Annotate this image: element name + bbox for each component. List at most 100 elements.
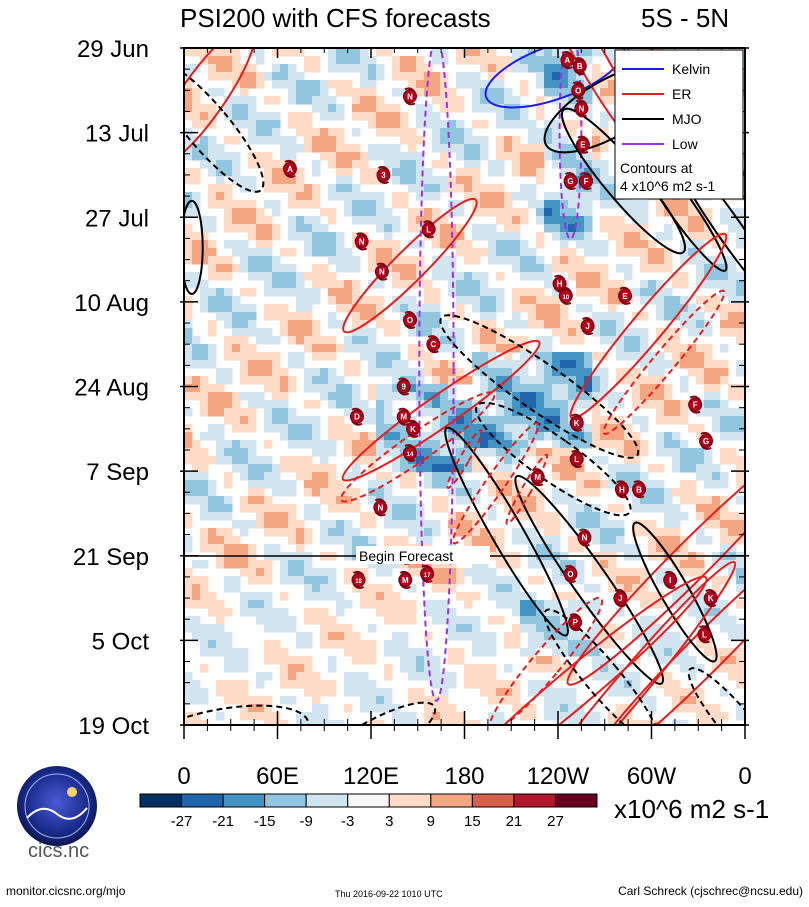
- field-cell: [528, 304, 537, 313]
- field-cell: [704, 536, 713, 545]
- field-cell: [192, 688, 201, 697]
- field-cell: [696, 512, 705, 521]
- field-cell: [328, 584, 337, 593]
- field-cell: [192, 576, 201, 585]
- field-cell: [560, 424, 569, 433]
- field-cell: [312, 592, 321, 601]
- field-cell: [520, 304, 529, 313]
- field-cell: [592, 672, 601, 681]
- field-cell: [352, 528, 361, 537]
- field-cell: [184, 240, 193, 249]
- field-cell: [184, 688, 193, 697]
- field-cell: [600, 672, 609, 681]
- field-cell: [288, 80, 297, 89]
- field-cell: [280, 480, 289, 489]
- field-cell: [320, 336, 329, 345]
- field-cell: [536, 448, 545, 457]
- field-cell: [248, 568, 257, 577]
- field-cell: [472, 208, 481, 217]
- field-cell: [520, 376, 529, 385]
- field-cell: [656, 496, 665, 505]
- field-cell: [376, 104, 385, 113]
- field-cell: [528, 632, 537, 641]
- tc-marker-dot: [569, 452, 584, 467]
- field-cell: [280, 720, 289, 725]
- field-cell: [368, 624, 377, 633]
- field-cell: [216, 368, 225, 377]
- field-cell: [440, 336, 449, 345]
- field-cell: [312, 280, 321, 289]
- field-cell: [272, 520, 281, 529]
- field-cell: [192, 248, 201, 257]
- tc-marker: N: [373, 498, 388, 517]
- field-cell: [440, 560, 449, 569]
- field-cell: [520, 208, 529, 217]
- field-cell: [248, 424, 257, 433]
- field-cell: [488, 248, 497, 257]
- field-cell: [512, 64, 521, 73]
- field-cell: [720, 664, 729, 673]
- field-cell: [264, 280, 273, 289]
- tc-marker: O: [571, 81, 586, 100]
- field-cell: [248, 80, 257, 89]
- field-cell: [448, 616, 457, 625]
- field-cell: [440, 480, 449, 489]
- field-cell: [704, 496, 713, 505]
- field-cell: [624, 376, 633, 385]
- field-cell: [488, 328, 497, 337]
- field-cell: [408, 648, 417, 657]
- field-cell: [640, 208, 649, 217]
- field-cell: [336, 536, 345, 545]
- field-cell: [440, 144, 449, 153]
- field-cell: [216, 392, 225, 401]
- field-cell: [216, 304, 225, 313]
- field-cell: [312, 696, 321, 705]
- field-cell: [368, 208, 377, 217]
- field-cell: [312, 432, 321, 441]
- field-cell: [248, 176, 257, 185]
- field-cell: [728, 328, 737, 337]
- field-cell: [616, 232, 625, 241]
- field-cell: [256, 592, 265, 601]
- field-cell: [656, 504, 665, 513]
- field-cell: [264, 440, 273, 449]
- field-cell: [208, 152, 217, 161]
- field-cell: [576, 288, 585, 297]
- field-cell: [480, 432, 489, 441]
- field-cell: [304, 144, 313, 153]
- field-cell: [448, 632, 457, 641]
- field-cell: [360, 456, 369, 465]
- field-cell: [488, 96, 497, 105]
- field-cell: [376, 368, 385, 377]
- field-cell: [224, 680, 233, 689]
- field-cell: [688, 480, 697, 489]
- field-cell: [472, 720, 481, 725]
- field-cell: [720, 304, 729, 313]
- footer-url[interactable]: monitor.cicsnc.org/mjo: [6, 884, 126, 898]
- tc-marker: D: [349, 407, 364, 426]
- field-cell: [600, 640, 609, 649]
- field-cell: [352, 464, 361, 473]
- field-cell: [384, 392, 393, 401]
- field-cell: [528, 488, 537, 497]
- field-cell: [432, 568, 441, 577]
- field-cell: [296, 536, 305, 545]
- field-cell: [304, 312, 313, 321]
- field-cell: [384, 488, 393, 497]
- field-cell: [536, 344, 545, 353]
- field-cell: [232, 152, 241, 161]
- field-cell: [512, 416, 521, 425]
- field-cell: [280, 304, 289, 313]
- field-cell: [600, 112, 609, 121]
- field-cell: [688, 224, 697, 233]
- field-cell: [208, 240, 217, 249]
- field-cell: [616, 664, 625, 673]
- field-cell: [240, 288, 249, 297]
- field-cell: [736, 288, 745, 297]
- field-cell: [280, 72, 289, 81]
- field-cell: [376, 96, 385, 105]
- field-cell: [624, 432, 633, 441]
- field-cell: [496, 152, 505, 161]
- field-cell: [320, 248, 329, 257]
- field-cell: [680, 688, 689, 697]
